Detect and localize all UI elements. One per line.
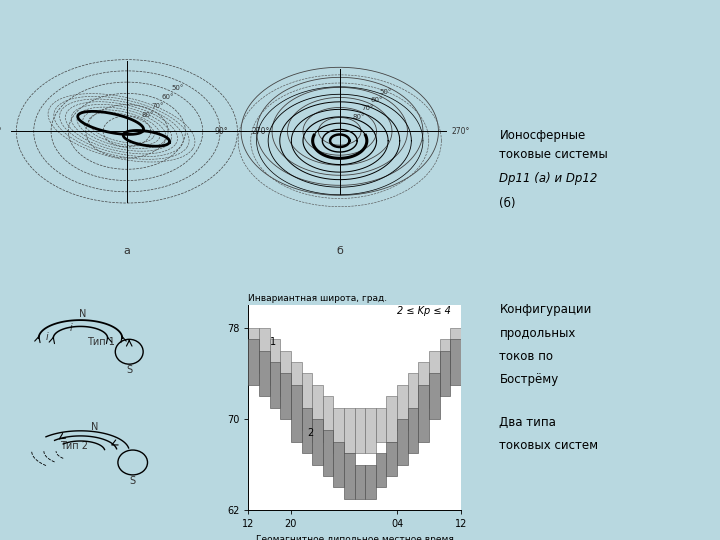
Bar — [365, 465, 376, 499]
Bar — [439, 350, 450, 396]
Text: Тип 2: Тип 2 — [60, 441, 88, 451]
Text: 70°: 70° — [361, 105, 374, 111]
Text: Тип 1: Тип 1 — [87, 337, 115, 347]
Text: N: N — [91, 422, 98, 432]
Text: 2 ≤ Kp ≤ 4: 2 ≤ Kp ≤ 4 — [397, 306, 451, 316]
Text: S: S — [126, 365, 132, 375]
Text: (б): (б) — [500, 197, 516, 210]
Text: S: S — [130, 476, 136, 486]
Text: 1: 1 — [269, 337, 276, 347]
Text: Бострёму: Бострёму — [500, 373, 559, 386]
Bar — [387, 442, 397, 476]
Text: Инвариантная широта, град.: Инвариантная широта, град. — [248, 294, 387, 303]
Bar — [429, 374, 439, 419]
Text: 270°: 270° — [451, 127, 469, 136]
Text: 90°: 90° — [215, 127, 228, 136]
Text: токовые системы: токовые системы — [500, 148, 608, 161]
Bar — [323, 396, 333, 442]
Text: 80°: 80° — [141, 112, 154, 118]
Bar — [344, 408, 354, 453]
Text: 270°: 270° — [251, 127, 270, 136]
Bar — [248, 339, 259, 385]
Bar — [354, 465, 365, 499]
Bar — [302, 408, 312, 453]
Bar — [259, 328, 269, 374]
Bar — [450, 339, 461, 385]
Bar — [302, 374, 312, 430]
Bar — [323, 430, 333, 476]
Text: токовых систем: токовых систем — [500, 440, 598, 453]
Text: 60°: 60° — [161, 94, 174, 100]
X-axis label: Геомагнитное дипольное местное время: Геомагнитное дипольное местное время — [256, 535, 454, 540]
Text: 90°: 90° — [0, 127, 2, 136]
Text: токов по: токов по — [500, 350, 554, 363]
Bar — [408, 408, 418, 453]
Text: Конфигурации: Конфигурации — [500, 303, 592, 316]
Bar — [333, 442, 344, 488]
Bar — [387, 396, 397, 442]
Text: продольных: продольных — [500, 327, 576, 340]
Bar — [418, 385, 429, 442]
Text: 70°: 70° — [151, 103, 163, 109]
Bar — [269, 362, 280, 408]
Bar — [376, 453, 387, 488]
Bar — [397, 385, 408, 430]
Bar — [248, 328, 259, 362]
Bar — [280, 374, 291, 419]
Bar — [429, 350, 439, 396]
Bar — [365, 408, 376, 453]
Bar — [344, 453, 354, 499]
Bar — [333, 408, 344, 453]
Text: Dp11 (а) и Dp12: Dp11 (а) и Dp12 — [500, 172, 598, 185]
Text: 60°: 60° — [371, 97, 383, 103]
Text: 2: 2 — [307, 428, 313, 438]
Bar — [291, 362, 302, 419]
Text: 50°: 50° — [379, 89, 392, 95]
Bar — [291, 385, 302, 442]
Bar — [418, 362, 429, 408]
Text: i: i — [45, 333, 48, 342]
Text: Два типа: Два типа — [500, 416, 557, 429]
Bar — [280, 350, 291, 396]
Text: б: б — [336, 246, 343, 256]
Text: а: а — [123, 246, 130, 256]
Bar — [376, 408, 387, 442]
Bar — [439, 339, 450, 374]
Bar — [312, 419, 323, 465]
Text: N: N — [78, 309, 86, 319]
Bar — [408, 374, 418, 419]
Bar — [269, 339, 280, 385]
Bar — [312, 385, 323, 442]
Text: i: i — [70, 323, 73, 333]
Bar — [450, 328, 461, 362]
Bar — [397, 419, 408, 465]
Text: 80°: 80° — [353, 113, 365, 119]
Bar — [354, 408, 365, 453]
Text: 50°: 50° — [171, 85, 184, 91]
Text: Ионосферные: Ионосферные — [500, 129, 585, 142]
Bar — [259, 350, 269, 396]
